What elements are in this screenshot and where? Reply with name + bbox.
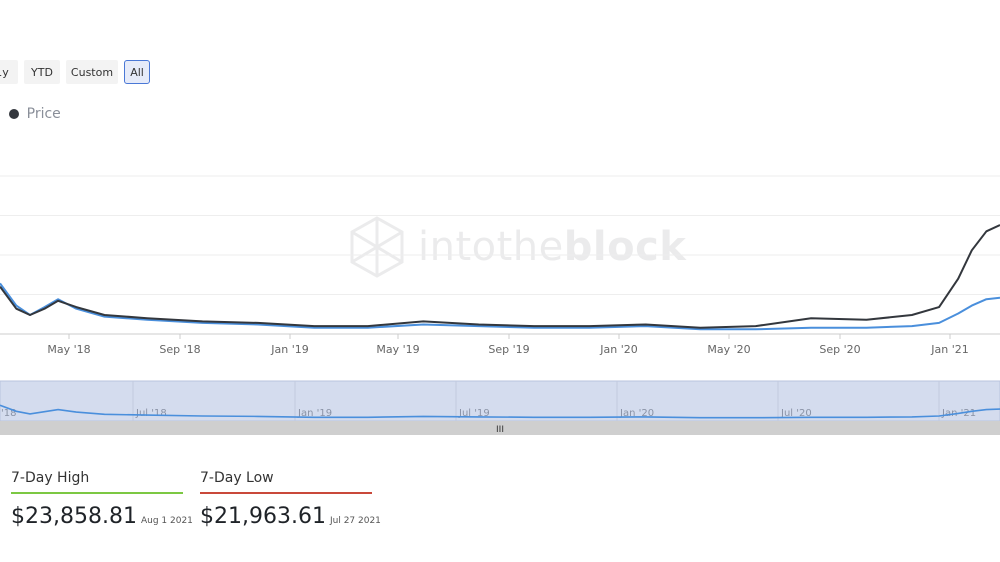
watermark: intotheblock xyxy=(350,216,686,278)
x-tick-label: May '18 xyxy=(47,343,90,356)
x-tick-label: May '20 xyxy=(707,343,750,356)
navigator-tick-label: Jan '19 xyxy=(297,408,332,419)
stat-low-label: 7-Day Low xyxy=(200,470,274,486)
watermark-text: intotheblock xyxy=(418,224,687,270)
stat-7day-high: 7-Day High $23,858.81 Aug 1 2021 xyxy=(11,470,193,529)
chart-series xyxy=(0,224,1000,331)
stat-7day-low: 7-Day Low $21,963.61 Jul 27 2021 xyxy=(200,470,381,529)
legend-label-price: Price xyxy=(26,106,61,122)
intotheblock-logo-icon xyxy=(350,216,404,278)
stat-high-underline xyxy=(11,492,183,494)
navigator-series-line xyxy=(0,404,1000,419)
series-line-price xyxy=(0,224,1000,329)
stat-high-date: Aug 1 2021 xyxy=(140,516,193,526)
range-all-button[interactable]: All xyxy=(124,60,150,84)
x-tick-label: Jan '19 xyxy=(270,343,308,356)
y-gridlines xyxy=(0,175,1000,335)
chart-legend: e Price xyxy=(0,106,61,122)
x-axis-ticks: May '18 Sep '18 Jan '19 May '19 Sep '19 Jan '… xyxy=(47,334,969,356)
navigator-tick-label: Jul '18 xyxy=(135,408,167,419)
range-ytd-button[interactable]: YTD xyxy=(24,60,60,84)
series-line-secondary xyxy=(0,282,1000,331)
x-tick-label: Jan '21 xyxy=(930,343,968,356)
stat-low-date: Jul 27 2021 xyxy=(329,516,381,526)
navigator[interactable]: '18 Jul '18 Jan '19 Jul '19 Jan '20 Jul '20 Ja… xyxy=(0,380,1000,435)
x-tick-label: Sep '19 xyxy=(488,343,529,356)
range-1y-button[interactable]: 1y xyxy=(0,60,18,84)
x-tick-label: May '19 xyxy=(376,343,419,356)
scrollbar-grip-icon[interactable]: III xyxy=(496,425,504,435)
navigator-tick-label: Jul '20 xyxy=(780,408,812,419)
stat-high-label: 7-Day High xyxy=(11,470,90,486)
stat-low-underline xyxy=(200,492,372,494)
x-tick-label: Jan '20 xyxy=(599,343,637,356)
x-tick-label: Sep '20 xyxy=(819,343,860,356)
range-custom-button[interactable]: Custom xyxy=(66,60,118,84)
x-tick-label: Sep '18 xyxy=(159,343,200,356)
stat-low-value: $21,963.61 xyxy=(200,504,326,529)
navigator-scrollbar[interactable] xyxy=(0,421,1000,435)
legend-dot-icon xyxy=(8,109,19,119)
navigator-tick-label: '18 xyxy=(1,408,16,419)
price-chart: May '18 Sep '18 Jan '19 May '19 Sep '19 Jan '… xyxy=(0,175,1000,435)
stat-high-value: $23,858.81 xyxy=(11,504,137,529)
navigator-tick-label: Jul '19 xyxy=(458,408,490,419)
navigator-tick-label: Jan '20 xyxy=(619,408,654,419)
legend-item-price[interactable]: Price xyxy=(8,106,61,122)
range-selector: 1y YTD Custom All xyxy=(0,60,150,84)
